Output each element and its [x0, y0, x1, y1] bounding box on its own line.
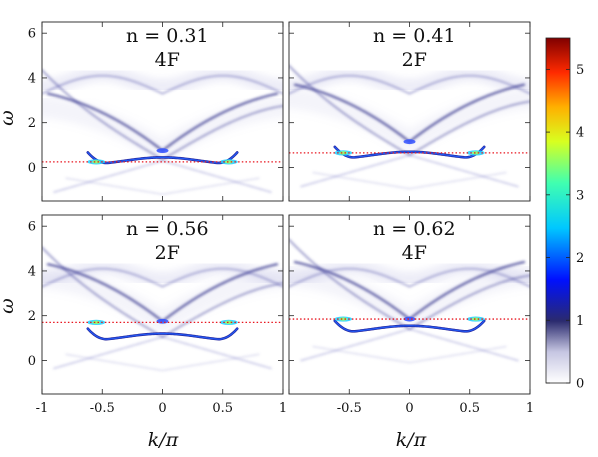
colorbar-tick-label: 3 — [576, 188, 584, 203]
shadow-band-a — [300, 154, 519, 188]
panel-phase-label: 2F — [402, 49, 427, 71]
panel-phase-label: 4F — [155, 49, 180, 71]
y-tick-label: 4 — [28, 264, 36, 279]
low-energy-band-core — [334, 146, 485, 158]
shadow-band-b — [312, 345, 507, 364]
spectral-bands — [42, 65, 283, 195]
x-tick-label: 0 — [158, 401, 166, 416]
diffuse-continuum — [289, 258, 530, 288]
gamma-point-spot — [403, 139, 416, 145]
x-tick-label: 1 — [279, 401, 287, 416]
low-energy-band-core — [334, 320, 485, 332]
x-tick-label: 0 — [405, 401, 413, 416]
y-tick-label: 6 — [28, 220, 36, 235]
shadow-band-b — [312, 171, 507, 190]
outer-band — [42, 69, 283, 161]
fermi-hotspot-core — [471, 317, 480, 321]
diffuse-haze — [42, 95, 283, 164]
y-axis-label-bottom: ω — [0, 298, 18, 314]
low-energy-band-core — [87, 328, 238, 340]
x-tick-label: -0.5 — [90, 401, 115, 416]
spectral-bands — [289, 64, 530, 190]
colorbar-gradient — [545, 37, 571, 384]
shadow-band-a — [53, 159, 272, 193]
panel-density-label: n = 0.62 — [373, 218, 456, 240]
y-axis-label-top: ω — [0, 110, 18, 126]
x-tick-label: 1 — [526, 401, 534, 416]
y-tick-label: 0 — [28, 161, 36, 176]
fermi-hotspot-core — [224, 160, 233, 164]
gamma-point-spot — [156, 148, 169, 154]
y-tick-label: 6 — [28, 27, 36, 42]
fermi-hotspot-core — [471, 151, 480, 155]
shadow-band-a — [53, 336, 272, 370]
x-axis-label-right: k/π — [396, 429, 427, 451]
panel-phase-label: 4F — [402, 242, 427, 264]
colorbar-tick-label: 2 — [576, 251, 584, 266]
fermi-hotspot-core — [339, 151, 348, 155]
fermi-hotspot-core — [224, 320, 233, 324]
panel-density-label: n = 0.41 — [373, 25, 456, 47]
x-tick-label: -0.5 — [337, 401, 362, 416]
diffuse-haze — [289, 86, 530, 155]
top-band — [289, 267, 530, 288]
x-tick-label: 0.5 — [459, 401, 480, 416]
shadow-band-b — [65, 177, 260, 195]
x-tick-label: -1 — [36, 401, 49, 416]
colorbar: 5 4 3 2 1 0 — [545, 37, 584, 392]
spectral-bands — [42, 246, 283, 372]
fermi-hotspot-core — [92, 160, 101, 164]
gamma-point-spot — [403, 316, 416, 322]
colorbar-ticks: 5 4 3 2 1 0 — [546, 63, 584, 392]
y-tick-label: 2 — [28, 309, 36, 324]
y-tick-label: 4 — [28, 71, 36, 86]
panel-density-label: n = 0.56 — [126, 218, 209, 240]
shadow-band-b — [65, 353, 260, 372]
fermi-hotspot-core — [339, 317, 348, 321]
diffuse-continuum — [289, 65, 530, 95]
gamma-point-spot — [156, 318, 169, 324]
top-band — [42, 74, 283, 95]
x-tick-label: 0.5 — [212, 401, 233, 416]
fermi-hotspot-core — [92, 320, 101, 324]
shadow-band-a — [300, 328, 519, 362]
y-tick-label: 2 — [28, 116, 36, 131]
colorbar-tick-label: 1 — [576, 314, 584, 329]
x-axis-label-left: k/π — [148, 429, 179, 451]
top-band — [42, 267, 283, 288]
colorbar-tick-label: 0 — [576, 377, 584, 392]
panel-density-label: n = 0.31 — [126, 25, 209, 47]
y-tick-label: 0 — [28, 354, 36, 369]
spectral-bands — [289, 238, 530, 364]
colorbar-tick-label: 5 — [576, 63, 584, 78]
diffuse-continuum — [42, 65, 283, 95]
colorbar-tick-label: 4 — [576, 126, 584, 141]
panel-phase-label: 2F — [155, 242, 180, 264]
top-band — [289, 74, 530, 95]
diffuse-continuum — [42, 258, 283, 288]
